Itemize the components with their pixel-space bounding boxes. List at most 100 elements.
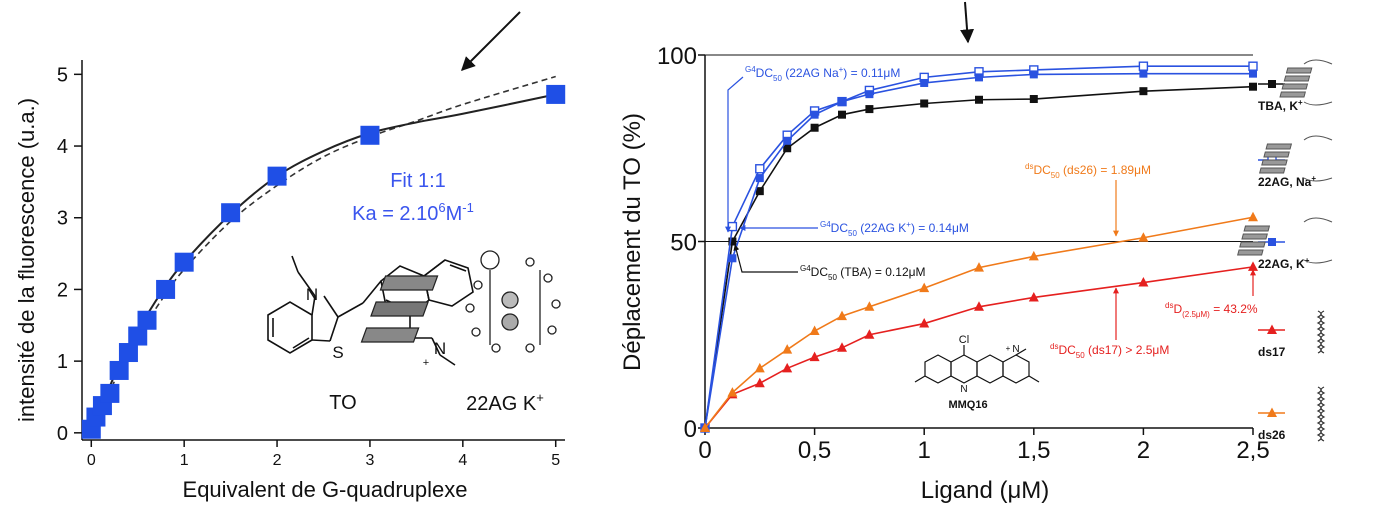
right-x-tick-label: 0,5 xyxy=(798,437,831,464)
quadruplex-loop xyxy=(1303,217,1333,264)
series-point xyxy=(1249,69,1257,78)
annotation-ds26: dsDC50 (ds26) = 1.89μM xyxy=(1025,162,1151,237)
series-point xyxy=(810,110,819,119)
series-point xyxy=(754,362,765,373)
right-y-label: Déplacement du TO (%) xyxy=(619,113,646,371)
series-point xyxy=(1139,87,1148,96)
duplex-glyph xyxy=(1316,386,1326,442)
series-point xyxy=(810,123,819,132)
legend-item-22ag-k: 22AG, K+ xyxy=(1237,217,1333,271)
quadruplex-plate xyxy=(1237,249,1264,256)
mmq16-label: MMQ16 xyxy=(948,399,987,411)
annotation-22ag-na-text: G4DC50 (22AG Na+) = 0.11μM xyxy=(745,65,900,83)
series-point xyxy=(838,97,846,106)
data-point xyxy=(109,360,129,380)
right-x-tick-label: 1 xyxy=(918,437,931,464)
legend: TBA, K+ 22AG, Na+ 22AG, K+ ds17 ds26 xyxy=(1237,59,1333,442)
series-point xyxy=(920,78,929,87)
series-point xyxy=(865,90,874,99)
to-atom-n1: N xyxy=(306,285,318,304)
quadruplex-plate xyxy=(1285,67,1313,74)
data-point xyxy=(100,383,120,403)
duplex-glyph xyxy=(1316,310,1326,354)
left-x-tick-label: 2 xyxy=(273,452,282,469)
right-y-tick-label: 50 xyxy=(670,230,697,257)
left-x-tick-label: 3 xyxy=(365,452,374,469)
right-x-label: Ligand (μM) xyxy=(921,477,1050,504)
to-molecule-label: TO xyxy=(329,392,356,414)
series-point xyxy=(809,325,820,336)
quadruplex-plate xyxy=(1239,241,1266,248)
series-point xyxy=(1029,70,1038,79)
quadruplex-plate xyxy=(1279,91,1306,98)
left-data-points xyxy=(81,84,566,439)
series-22ag-k xyxy=(701,69,1257,432)
legend-item-ds17: ds17 xyxy=(1258,310,1326,359)
left-pointer-arrow xyxy=(461,11,521,71)
quadruplex-plate xyxy=(1281,83,1309,90)
to-atom-s: S xyxy=(332,343,343,362)
data-point xyxy=(118,343,138,363)
series-point xyxy=(782,344,793,354)
mmq16-atom-plus: + xyxy=(1006,344,1011,353)
duplex-strand xyxy=(1320,310,1326,354)
series-line xyxy=(704,72,1253,429)
quadruplex-plate xyxy=(1265,143,1293,150)
annotation-ds26-text: dsDC50 (ds26) = 1.89μM xyxy=(1025,162,1151,180)
right-x-tick-label: 1,5 xyxy=(1017,437,1050,464)
left-y-label: intensité de la fluorescence (u.a.) xyxy=(14,98,39,422)
legend-item-tba-k: TBA, K+ xyxy=(1258,59,1333,113)
mmq16-atom-cl: Cl xyxy=(959,334,969,346)
quadruplex-label: 22AG K+ xyxy=(466,390,544,415)
fluorescence-chart: 0 1 2 3 4 5 0 1 2 3 4 5 intensité de la fluorescen… xyxy=(14,11,566,502)
left-y-tick-label: 5 xyxy=(57,64,68,86)
right-x-tick-label: 2,5 xyxy=(1236,437,1269,464)
series-point xyxy=(783,136,792,145)
left-x-tick-label: 5 xyxy=(551,452,560,469)
annotation-ds17: dsDC50 (ds17) > 2.5μM xyxy=(1050,287,1169,360)
legend-label: ds26 xyxy=(1258,428,1286,442)
series-point xyxy=(919,282,930,293)
left-x-ticks: 0 1 2 3 4 5 xyxy=(87,440,560,469)
to-atom-plus: + xyxy=(423,357,429,369)
quadruplex-plate xyxy=(1243,225,1271,232)
legend-label: 22AG, K+ xyxy=(1258,256,1310,271)
series-point xyxy=(975,73,983,82)
quadruplex-plate xyxy=(1283,75,1311,82)
series-point xyxy=(1138,61,1149,71)
series-point xyxy=(1028,250,1039,261)
series-point xyxy=(837,342,847,352)
quadruplex-glyph xyxy=(1237,217,1333,264)
mmq16-atom-n1: N xyxy=(960,384,967,395)
right-y-tick-label: 0 xyxy=(684,416,697,443)
series-line xyxy=(704,216,1254,429)
quadruplex-plate xyxy=(1259,167,1286,174)
series-point xyxy=(1029,95,1038,104)
right-pointer-arrow xyxy=(960,1,975,44)
series-point xyxy=(1139,69,1148,78)
series-point xyxy=(1138,277,1149,287)
series-point xyxy=(728,254,737,263)
data-point xyxy=(360,125,380,145)
right-series xyxy=(700,61,1258,433)
left-x-label: Equivalent de G-quadruplexe xyxy=(183,477,468,502)
legend-swatch-marker xyxy=(1267,407,1277,417)
series-point xyxy=(864,301,875,311)
mmq16-atom-n2: N xyxy=(1012,344,1019,355)
data-point xyxy=(546,84,566,104)
legend-swatch-marker xyxy=(1268,80,1276,88)
annotation-d25-text: dsD(2.5μM) = 43.2% xyxy=(1165,301,1258,319)
g-quadruplex-structure xyxy=(360,250,561,353)
reference-lines xyxy=(705,54,1253,242)
series-point xyxy=(728,237,737,246)
series-ds26 xyxy=(700,211,1258,432)
right-y-ticks: 0 50 100 xyxy=(657,43,705,443)
quadruplex-glyph xyxy=(1279,59,1333,106)
legend-item-ds26: ds26 xyxy=(1258,386,1326,442)
displacement-chart: 0 50 100 0 0,5 1 1,5 2 2,5 Déplacement du TO (%… xyxy=(619,1,1333,504)
annotation-22ag-k: G4DC50 (22AG K+) = 0.14μM xyxy=(739,220,969,238)
series-point xyxy=(837,310,847,321)
data-point xyxy=(221,203,241,223)
quadruplex-plate xyxy=(1241,233,1268,240)
to-structure xyxy=(267,255,474,366)
